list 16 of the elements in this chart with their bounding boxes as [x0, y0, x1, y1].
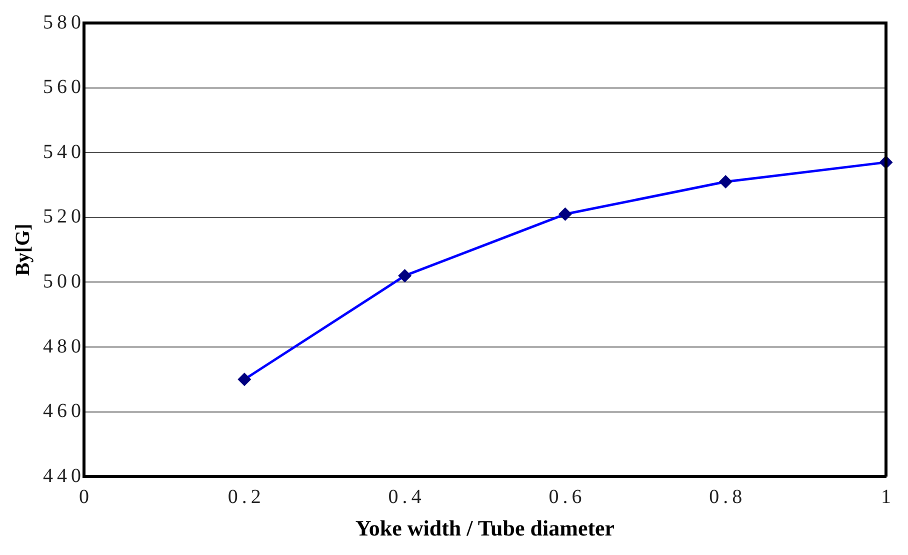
y-tick-label: 4 6 0 [42, 400, 82, 422]
y-tick-label: 5 0 0 [42, 270, 82, 292]
x-tick-label: 0 . 8 [709, 486, 742, 508]
x-axis-title: Yoke width / Tube diameter [355, 515, 615, 540]
y-tick-label: 5 4 0 [42, 140, 82, 163]
y-tick-label: 5 6 0 [42, 76, 82, 98]
y-tick-label: 5 2 0 [42, 206, 82, 228]
x-tick-label: 0 [79, 486, 90, 508]
y-tick-label: 5 8 0 [42, 11, 82, 34]
x-tick-label: 0 . 6 [548, 486, 582, 508]
x-tick-label: 1 [881, 486, 891, 508]
x-tick-label: 0 . 2 [228, 486, 261, 508]
y-tick-label: 4 8 0 [42, 335, 82, 358]
y-tick-label: 4 4 0 [42, 464, 82, 487]
y-axis-title: By[G] [12, 224, 34, 276]
x-tick-label: 0 . 4 [388, 486, 422, 508]
